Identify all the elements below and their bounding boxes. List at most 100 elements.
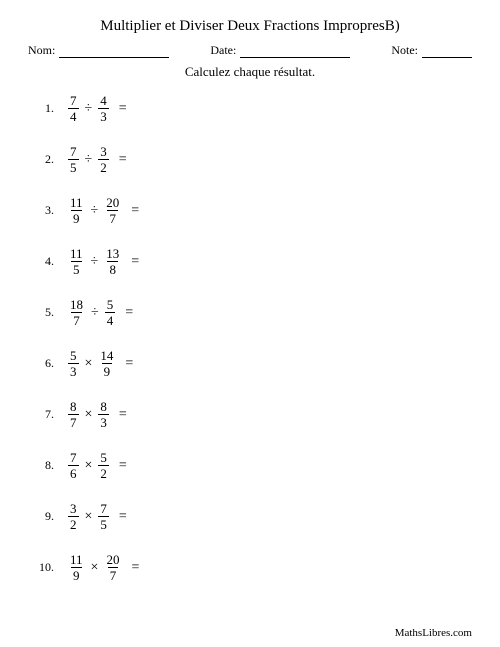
problem-row: 2. 7 5 ÷ 3 2 =: [32, 145, 472, 174]
fraction-b: 5 4: [105, 298, 116, 327]
operator: ×: [85, 407, 93, 423]
fraction-b: 20 7: [104, 196, 121, 225]
problem-number: 10.: [32, 560, 54, 575]
footer-credit: MathsLibres.com: [395, 627, 472, 639]
fraction-b: 13 8: [104, 247, 121, 276]
fraction-a: 7 4: [68, 94, 79, 123]
numerator: 7: [68, 145, 79, 159]
denominator: 2: [68, 516, 79, 531]
problem-number: 2.: [32, 152, 54, 167]
fraction-a: 18 7: [68, 298, 85, 327]
problem-number: 3.: [32, 203, 54, 218]
denominator: 5: [98, 516, 109, 531]
operator: ×: [85, 509, 93, 525]
operator: ×: [91, 560, 99, 576]
fraction-b: 14 9: [98, 349, 115, 378]
equals: =: [119, 101, 127, 117]
denominator: 5: [71, 261, 82, 276]
denominator: 7: [107, 210, 118, 225]
denominator: 3: [98, 108, 109, 123]
denominator: 7: [68, 414, 79, 429]
fraction-b: 8 3: [98, 400, 109, 429]
fraction-a: 5 3: [68, 349, 79, 378]
expression: 11 5 ÷ 13 8 =: [68, 247, 139, 276]
equals: =: [131, 560, 139, 576]
nom-blank[interactable]: [59, 45, 169, 58]
numerator: 11: [68, 196, 85, 210]
denominator: 4: [68, 108, 79, 123]
expression: 7 6 × 5 2 =: [68, 451, 127, 480]
numerator: 13: [104, 247, 121, 261]
expression: 18 7 ÷ 5 4 =: [68, 298, 133, 327]
denominator: 3: [98, 414, 109, 429]
fraction-b: 7 5: [98, 502, 109, 531]
nom-label: Nom:: [28, 43, 55, 58]
denominator: 8: [107, 261, 118, 276]
operator: ×: [85, 356, 93, 372]
problem-number: 6.: [32, 356, 54, 371]
denominator: 3: [68, 363, 79, 378]
problem-row: 6. 5 3 × 14 9 =: [32, 349, 472, 378]
note-label: Note:: [391, 43, 418, 58]
equals: =: [125, 305, 133, 321]
fraction-a: 11 9: [68, 553, 85, 582]
numerator: 7: [68, 451, 79, 465]
equals: =: [119, 458, 127, 474]
denominator: 9: [102, 363, 113, 378]
numerator: 11: [68, 553, 85, 567]
numerator: 8: [98, 400, 109, 414]
numerator: 3: [98, 145, 109, 159]
worksheet-page: Multiplier et Diviser Deux Fractions Imp…: [0, 0, 500, 647]
expression: 11 9 ÷ 20 7 =: [68, 196, 139, 225]
numerator: 7: [98, 502, 109, 516]
meta-date: Date:: [210, 43, 350, 58]
denominator: 2: [98, 465, 109, 480]
denominator: 7: [108, 567, 119, 582]
equals: =: [119, 509, 127, 525]
fraction-a: 7 5: [68, 145, 79, 174]
fraction-b: 3 2: [98, 145, 109, 174]
equals: =: [131, 203, 139, 219]
numerator: 5: [105, 298, 116, 312]
fraction-a: 11 5: [68, 247, 85, 276]
denominator: 6: [68, 465, 79, 480]
numerator: 20: [104, 553, 121, 567]
expression: 8 7 × 8 3 =: [68, 400, 127, 429]
operator: ÷: [91, 305, 99, 321]
date-label: Date:: [210, 43, 236, 58]
numerator: 8: [68, 400, 79, 414]
operator: ÷: [91, 203, 99, 219]
problem-row: 4. 11 5 ÷ 13 8 =: [32, 247, 472, 276]
fraction-a: 7 6: [68, 451, 79, 480]
equals: =: [125, 356, 133, 372]
problem-row: 5. 18 7 ÷ 5 4 =: [32, 298, 472, 327]
problem-number: 9.: [32, 509, 54, 524]
problem-row: 3. 11 9 ÷ 20 7 =: [32, 196, 472, 225]
numerator: 20: [104, 196, 121, 210]
fraction-b: 4 3: [98, 94, 109, 123]
expression: 7 5 ÷ 3 2 =: [68, 145, 127, 174]
denominator: 7: [71, 312, 82, 327]
numerator: 5: [98, 451, 109, 465]
meta-note: Note:: [391, 43, 472, 58]
meta-row: Nom: Date: Note:: [28, 43, 472, 58]
operator: ÷: [91, 254, 99, 270]
fraction-a: 3 2: [68, 502, 79, 531]
meta-nom: Nom:: [28, 43, 169, 58]
problem-row: 1. 7 4 ÷ 4 3 =: [32, 94, 472, 123]
numerator: 4: [98, 94, 109, 108]
expression: 3 2 × 7 5 =: [68, 502, 127, 531]
fraction-a: 8 7: [68, 400, 79, 429]
numerator: 14: [98, 349, 115, 363]
operator: ×: [85, 458, 93, 474]
problems-list: 1. 7 4 ÷ 4 3 = 2. 7 5 ÷: [28, 94, 472, 582]
instruction: Calculez chaque résultat.: [28, 64, 472, 80]
expression: 11 9 × 20 7 =: [68, 553, 139, 582]
note-blank[interactable]: [422, 45, 472, 58]
numerator: 18: [68, 298, 85, 312]
fraction-b: 20 7: [104, 553, 121, 582]
date-blank[interactable]: [240, 45, 350, 58]
expression: 7 4 ÷ 4 3 =: [68, 94, 127, 123]
problem-row: 8. 7 6 × 5 2 =: [32, 451, 472, 480]
page-title: Multiplier et Diviser Deux Fractions Imp…: [28, 18, 472, 35]
